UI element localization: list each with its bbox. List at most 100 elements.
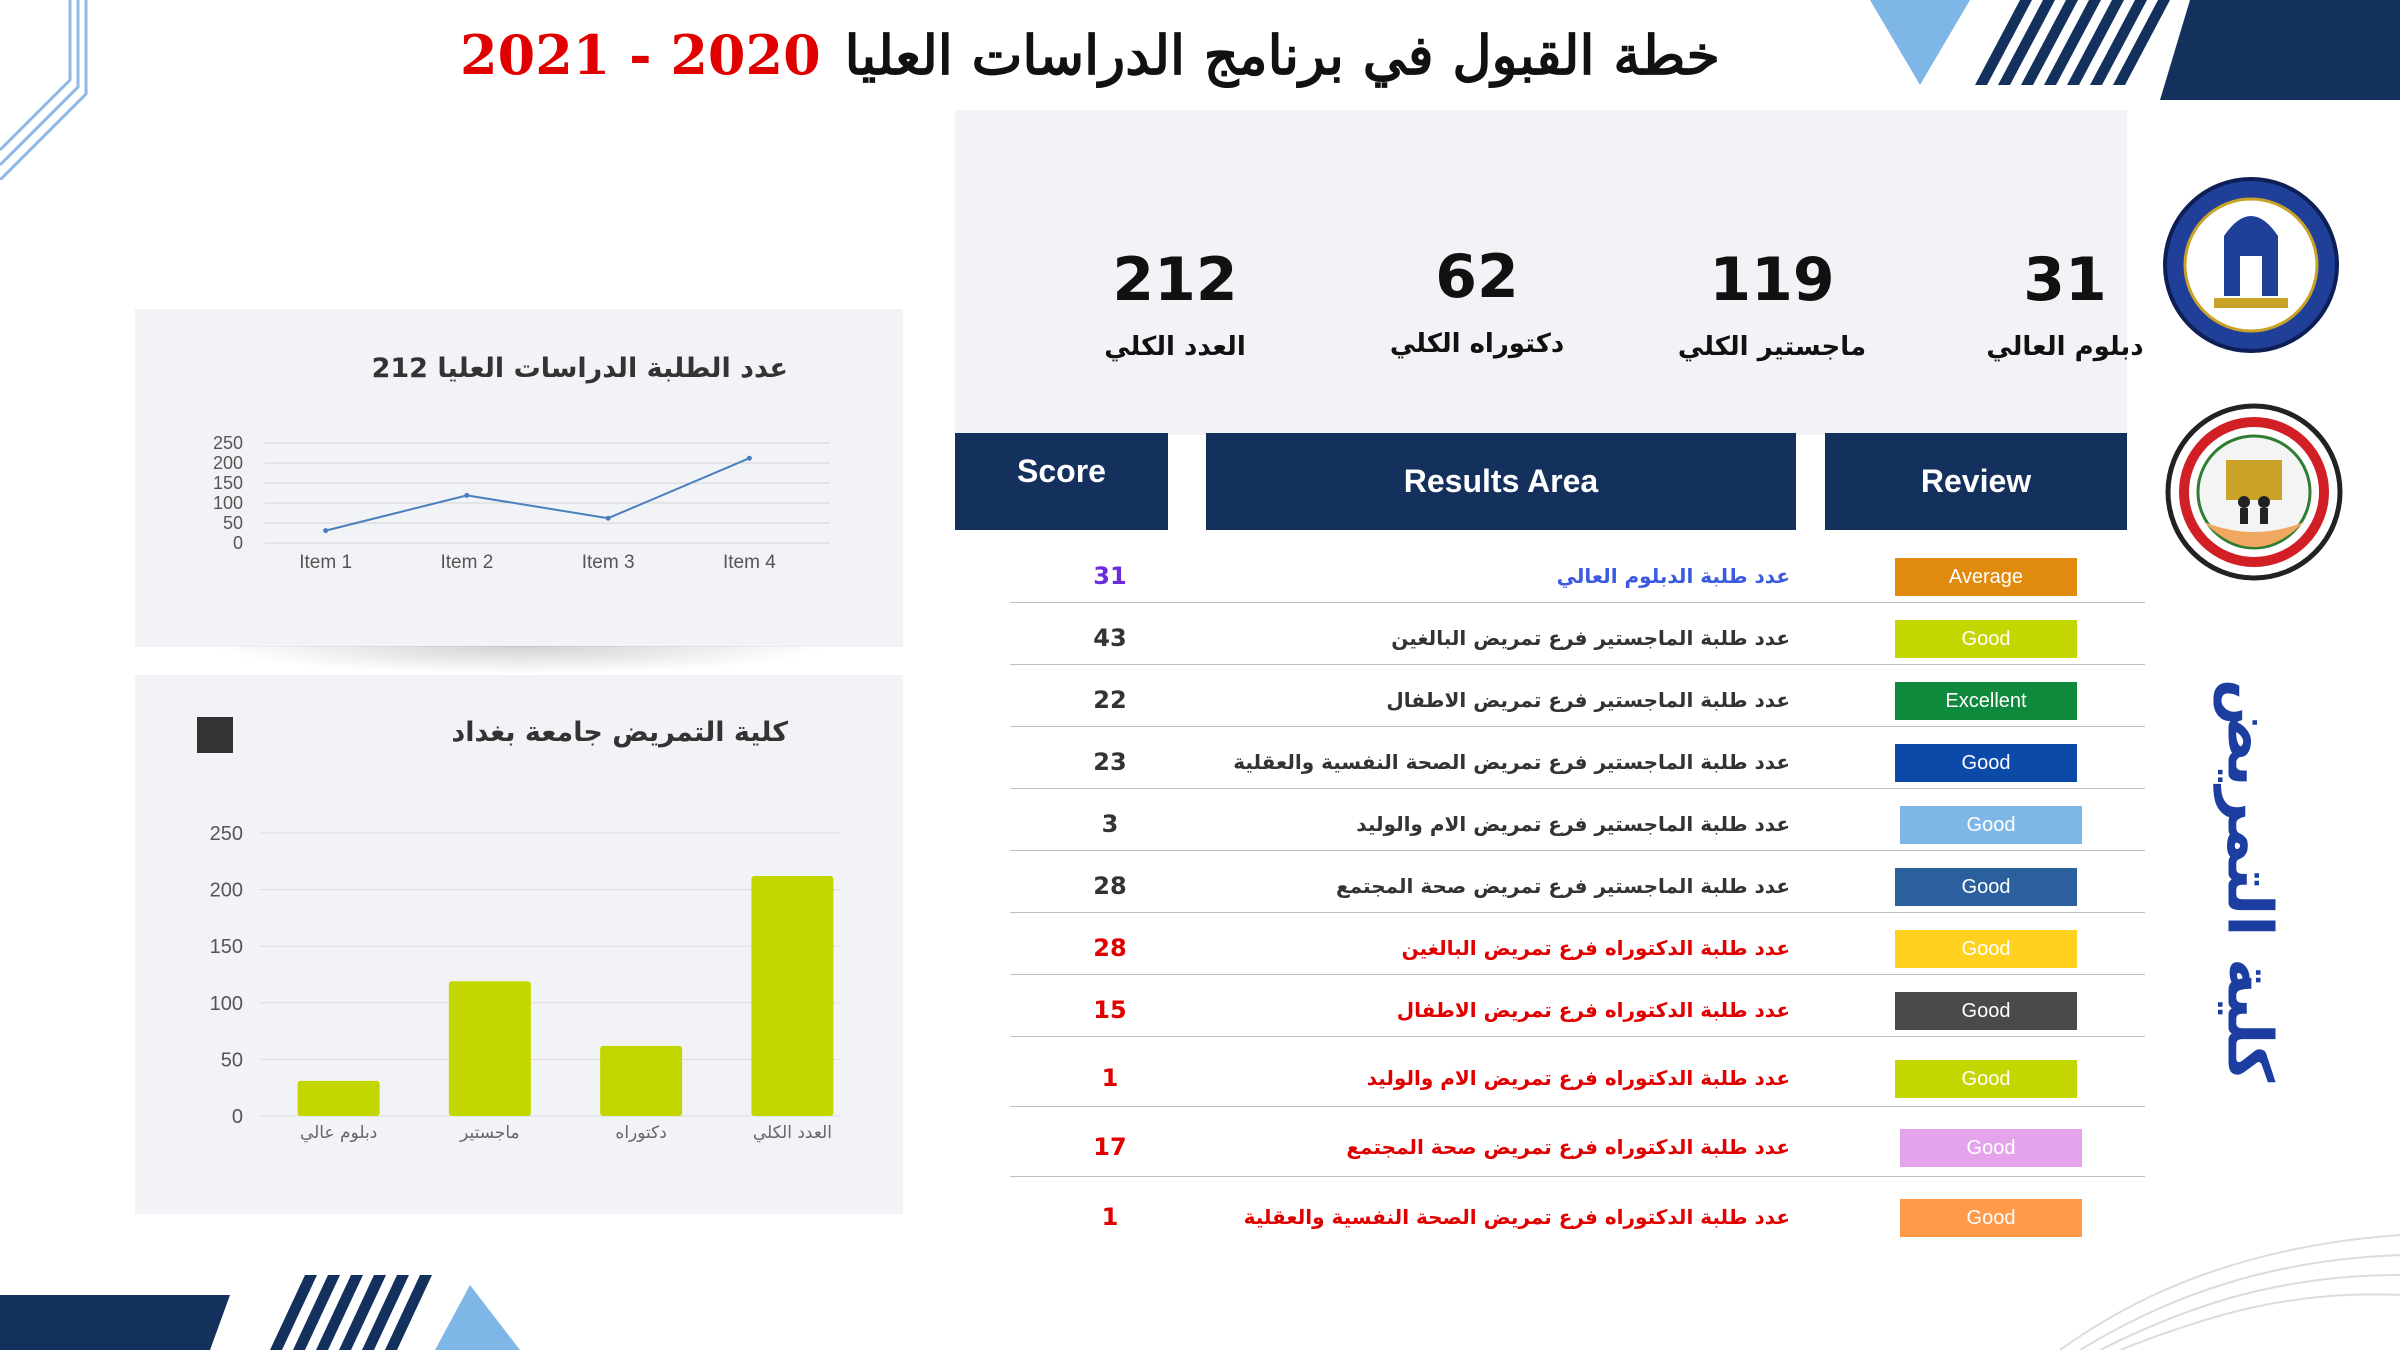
row-description: عدد طلبة الدكتوراه فرع تمريض الصحة النفس…: [1243, 1205, 1790, 1229]
college-name-vertical: كلية التمريض: [2170, 678, 2330, 1082]
y-tick-label: 200: [213, 453, 243, 473]
review-badge: Excellent: [1895, 682, 2077, 720]
row-score: 1: [1101, 1203, 1119, 1231]
data-point: [605, 515, 611, 521]
row-divider: [1010, 788, 2145, 789]
data-point: [464, 492, 470, 498]
review-badge: Good: [1900, 806, 2082, 844]
page-title: خطة القبول في برنامج الدراسات العليا 202…: [380, 10, 1800, 100]
row-description: عدد طلبة الدكتوراه فرع تمريض الام والولي…: [1366, 1066, 1790, 1090]
series-line: [325, 457, 750, 532]
stat-phd: 62 دكتوراه الكلي: [1337, 110, 1617, 359]
college-of-nursing-logo: [2165, 403, 2343, 581]
row-divider: [1010, 974, 2145, 975]
table-row: 17 عدد طلبة الدكتوراه فرع تمريض صحة المجت…: [1010, 1129, 2145, 1169]
stat-value: 119: [1709, 245, 1835, 315]
review-badge: Good: [1900, 1129, 2082, 1167]
y-tick-label: 50: [221, 1049, 243, 1071]
data-point: [323, 528, 329, 534]
table-row: 28 عدد طلبة الدكتوراه فرع تمريض البالغين G…: [1010, 930, 2145, 970]
y-tick-label: 250: [210, 823, 243, 845]
stat-diploma: 31 دبلوم العالي: [1925, 110, 2205, 362]
table-row: 1 عدد طلبة الدكتوراه فرع تمريض الام والول…: [1010, 1060, 2145, 1100]
x-tick-label: العدد الكلي: [753, 1123, 832, 1143]
bar: [297, 1080, 380, 1116]
review-badge: Good: [1895, 744, 2077, 782]
row-divider: [1010, 726, 2145, 727]
y-tick-label: 0: [233, 533, 243, 553]
row-description: عدد طلبة الماجستير فرع تمريض صحة المجتمع: [1335, 874, 1790, 898]
review-badge: Good: [1895, 1060, 2077, 1098]
row-description: عدد طلبة الدكتوراه فرع تمريض الاطفال: [1396, 998, 1790, 1022]
review-badge: Good: [1895, 992, 2077, 1030]
y-tick-label: 0: [232, 1106, 243, 1128]
stat-label: العدد الكلي: [1104, 332, 1246, 362]
stat-label: دبلوم العالي: [1986, 332, 2144, 362]
y-tick-label: 250: [213, 433, 243, 453]
row-score: 1: [1101, 1064, 1119, 1092]
table-row: 23 عدد طلبة الماجستير فرع تمريض الصحة الن…: [1010, 744, 2145, 784]
x-tick-label: دكتوراه: [615, 1123, 666, 1143]
column-header-review: Review: [1825, 433, 2127, 530]
stat-masters: 119 ماجستير الكلي: [1632, 110, 1912, 362]
corner-decoration: [1870, 0, 2400, 100]
stat-label: دكتوراه الكلي: [1389, 329, 1565, 359]
row-score: 43: [1093, 624, 1127, 652]
row-description: عدد طلبة الدبلوم العالي: [1556, 564, 1790, 588]
review-badge: Average: [1895, 558, 2077, 596]
bar: [448, 981, 531, 1116]
table-row: 1 عدد طلبة الدكتوراه فرع تمريض الصحة النف…: [1010, 1199, 2145, 1239]
row-description: عدد طلبة الماجستير فرع تمريض الاطفال: [1386, 688, 1790, 712]
row-score: 31: [1093, 562, 1127, 590]
bar-chart-card: كلية التمريض جامعة بغداد 0 50 100 150 200 250…: [135, 675, 903, 1214]
x-tick-label: دبلوم عالي: [300, 1123, 377, 1143]
summary-panel: 212 العدد الكلي 62 دكتوراه الكلي 119 ماج…: [955, 110, 2144, 435]
row-divider: [1010, 602, 2145, 603]
x-tick-label: ماجستير: [459, 1123, 520, 1143]
row-description: عدد طلبة الماجستير فرع تمريض الصحة النفس…: [1233, 750, 1790, 774]
x-tick-label: Item 3: [582, 552, 635, 573]
y-tick-label: 100: [210, 993, 243, 1015]
college-name-text: كلية التمريض: [2213, 678, 2287, 1082]
row-description: عدد طلبة الدكتوراه فرع تمريض البالغين: [1401, 936, 1790, 960]
x-tick-label: Item 4: [723, 552, 776, 573]
review-badge: Good: [1895, 620, 2077, 658]
y-tick-label: 150: [210, 936, 243, 958]
stat-value: 62: [1435, 242, 1519, 312]
page-title-year: 2020 - 2021: [460, 23, 821, 87]
row-score: 28: [1093, 872, 1127, 900]
corner-decoration: [0, 1275, 520, 1350]
university-of-baghdad-logo: [2163, 177, 2339, 353]
row-divider: [1010, 664, 2145, 665]
bar: [751, 876, 834, 1116]
row-description: عدد طلبة الماجستير فرع تمريض الام والولي…: [1356, 812, 1790, 836]
row-score: 17: [1093, 1133, 1127, 1161]
table-row: 31 عدد طلبة الدبلوم العالي Average: [1010, 558, 2145, 598]
table-row: 22 عدد طلبة الماجستير فرع تمريض الاطفال Ex…: [1010, 682, 2145, 722]
bar-chart-title: كلية التمريض جامعة بغداد: [451, 717, 788, 748]
row-divider: [1010, 1176, 2145, 1177]
y-tick-label: 50: [223, 513, 243, 533]
corner-decoration: [0, 0, 88, 180]
row-score: 15: [1093, 996, 1127, 1024]
stat-total: 212 العدد الكلي: [1035, 110, 1315, 362]
table-row: 43 عدد طلبة الماجستير فرع تمريض البالغين G…: [1010, 620, 2145, 660]
row-divider: [1010, 1106, 2145, 1107]
stat-label: ماجستير الكلي: [1677, 332, 1867, 362]
legend-swatch: [197, 717, 233, 753]
stat-value: 212: [1112, 245, 1238, 315]
line-chart-card: عدد الطلبة الدراسات العليا 212 0 50 100 150…: [135, 309, 903, 647]
row-score: 22: [1093, 686, 1127, 714]
corner-decoration: [2060, 1234, 2400, 1350]
row-divider: [1010, 1036, 2145, 1037]
row-score: 23: [1093, 748, 1127, 776]
row-divider: [1010, 850, 2145, 851]
page-title-text: خطة القبول في برنامج الدراسات العليا: [844, 23, 1720, 87]
y-tick-label: 100: [213, 493, 243, 513]
data-point: [746, 455, 752, 461]
row-score: 3: [1101, 810, 1119, 838]
column-header-score: Score: [955, 433, 1168, 530]
table-row: 3 عدد طلبة الماجستير فرع تمريض الام والول…: [1010, 806, 2145, 846]
review-badge: Good: [1895, 930, 2077, 968]
